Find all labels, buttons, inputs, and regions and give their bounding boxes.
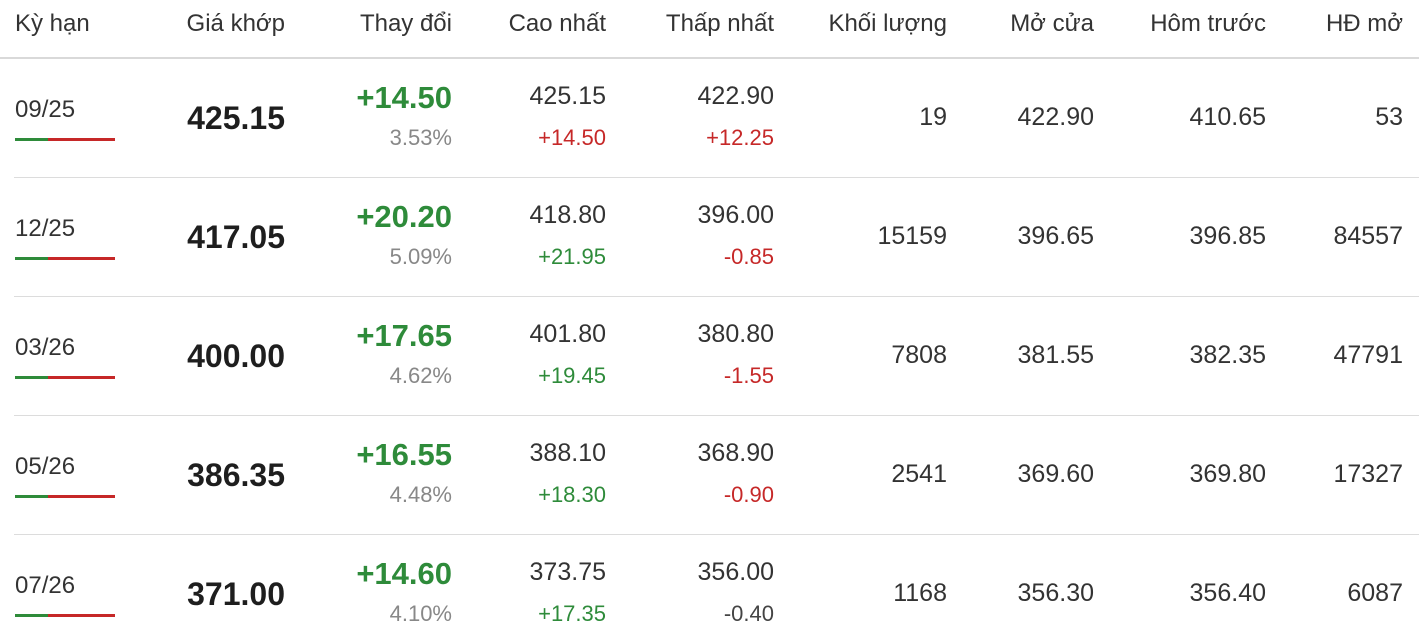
- price-change: +20.20: [356, 199, 452, 234]
- open-interest: 17327: [1333, 460, 1403, 488]
- low-change: -0.40: [723, 601, 774, 626]
- low-change: -0.85: [723, 244, 774, 269]
- open-interest: 53: [1375, 103, 1403, 131]
- header-high: Cao nhất: [508, 10, 606, 37]
- row-divider: [14, 177, 1419, 178]
- previous-close: 382.35: [1189, 341, 1266, 369]
- low-change: -0.90: [723, 482, 774, 507]
- volume-value: 15159: [877, 222, 947, 250]
- volume-value: 19: [919, 103, 947, 131]
- low-price: 380.80: [697, 320, 774, 348]
- volume-value: 7808: [891, 341, 947, 369]
- price-change: +14.60: [356, 556, 452, 591]
- low-price: 396.00: [697, 201, 774, 229]
- low-price: 368.90: [697, 439, 774, 467]
- header-divider: [0, 57, 1419, 59]
- open-price: 396.65: [1017, 222, 1094, 250]
- header-change: Thay đổi: [359, 10, 452, 37]
- high-price: 425.15: [529, 82, 606, 110]
- term-label: 07/26: [15, 572, 76, 599]
- low-change: -1.55: [723, 363, 774, 388]
- low-price: 422.90: [697, 82, 774, 110]
- previous-close: 410.65: [1189, 103, 1266, 131]
- price-change-percent: 4.62%: [389, 363, 452, 388]
- range-bar-down: [48, 138, 115, 141]
- high-price: 388.10: [529, 439, 606, 467]
- open-price: 381.55: [1017, 341, 1094, 369]
- price-change-percent: 3.53%: [389, 125, 452, 150]
- header-low: Thấp nhất: [665, 10, 774, 37]
- open-interest: 6087: [1347, 579, 1403, 607]
- term-label: 05/26: [15, 453, 76, 480]
- last-price: 400.00: [187, 338, 285, 374]
- low-change: +12.25: [706, 125, 774, 150]
- last-price: 425.15: [187, 100, 285, 136]
- range-bar-up: [15, 257, 48, 260]
- term-range-bar: [15, 614, 115, 617]
- open-interest: 84557: [1333, 222, 1403, 250]
- open-price: 356.30: [1017, 579, 1094, 607]
- last-price: 417.05: [187, 219, 285, 255]
- volume-value: 1168: [893, 579, 947, 607]
- previous-close: 396.85: [1189, 222, 1266, 250]
- price-change-percent: 4.10%: [389, 601, 452, 626]
- header-oi: HĐ mở: [1325, 10, 1403, 37]
- row-divider: [14, 415, 1419, 416]
- header-prev: Hôm trước: [1150, 10, 1266, 37]
- term-range-bar: [15, 376, 115, 379]
- open-price: 422.90: [1017, 103, 1094, 131]
- term-range-bar: [15, 257, 115, 260]
- high-change: +17.35: [538, 601, 606, 626]
- term-range-bar: [15, 495, 115, 498]
- previous-close: 369.80: [1189, 460, 1266, 488]
- range-bar-down: [48, 614, 115, 617]
- range-bar-up: [15, 376, 48, 379]
- volume-value: 2541: [891, 460, 947, 488]
- header-price: Giá khớp: [186, 10, 285, 37]
- row-divider: [14, 534, 1419, 535]
- header-term: Kỳ hạn: [15, 10, 90, 37]
- range-bar-up: [15, 138, 48, 141]
- range-bar-up: [15, 495, 48, 498]
- term-label: 03/26: [15, 334, 76, 361]
- range-bar-up: [15, 614, 48, 617]
- price-change: +14.50: [356, 80, 452, 115]
- high-change: +21.95: [538, 244, 606, 269]
- price-change: +17.65: [356, 318, 452, 353]
- term-label: 12/25: [15, 215, 76, 242]
- header-open: Mở cửa: [1010, 10, 1094, 37]
- high-change: +19.45: [538, 363, 606, 388]
- last-price: 371.00: [187, 576, 285, 612]
- range-bar-down: [48, 257, 115, 260]
- high-price: 418.80: [529, 201, 606, 229]
- row-divider: [14, 296, 1419, 297]
- open-interest: 47791: [1333, 341, 1403, 369]
- high-price: 373.75: [529, 558, 606, 586]
- low-price: 356.00: [697, 558, 774, 586]
- price-change: +16.55: [356, 437, 452, 472]
- high-change: +18.30: [538, 482, 606, 507]
- high-change: +14.50: [538, 125, 606, 150]
- price-change-percent: 5.09%: [389, 244, 452, 269]
- last-price: 386.35: [187, 457, 285, 493]
- range-bar-down: [48, 495, 115, 498]
- open-price: 369.60: [1017, 460, 1094, 488]
- high-price: 401.80: [529, 320, 606, 348]
- price-change-percent: 4.48%: [389, 482, 452, 507]
- range-bar-down: [48, 376, 115, 379]
- header-volume: Khối lượng: [828, 10, 947, 37]
- previous-close: 356.40: [1189, 579, 1266, 607]
- term-label: 09/25: [15, 96, 76, 123]
- term-range-bar: [15, 138, 115, 141]
